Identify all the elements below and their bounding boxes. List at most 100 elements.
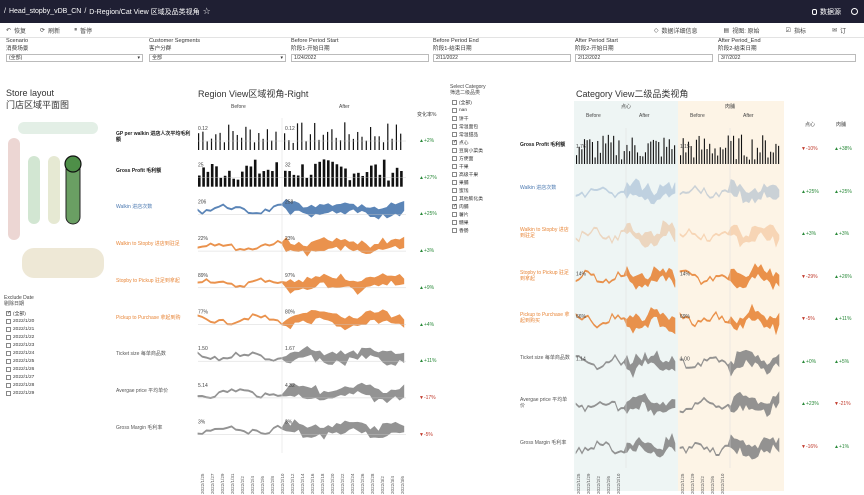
filter-after-start[interactable]: After Period Start 阶段2-开始日期 2/12/2022: [575, 38, 713, 62]
bar-mark: [711, 153, 713, 164]
refresh-button[interactable]: ⟳ 刷新: [40, 26, 60, 35]
checkbox[interactable]: [452, 171, 457, 177]
checkbox[interactable]: [6, 366, 11, 372]
category-filter-item[interactable]: 香肠: [452, 226, 512, 234]
category-filter-item[interactable]: 常温甜品: [452, 130, 512, 138]
checkbox[interactable]: [6, 350, 11, 356]
exclude-date-item[interactable]: 2022/1/25: [6, 357, 96, 365]
exclude-date-item[interactable]: 2022/1/28: [6, 381, 96, 389]
category-filter-item[interactable]: 高级干果: [452, 170, 512, 178]
checkbox[interactable]: [452, 219, 457, 225]
before-value-label: 206: [198, 199, 207, 205]
bar-mark: [680, 155, 682, 164]
date-input[interactable]: 2/12/2022: [575, 54, 713, 62]
pause-button[interactable]: ⏸ 暂停: [74, 26, 92, 35]
search-icon[interactable]: [851, 8, 858, 15]
undo-button[interactable]: ↶ 恢复: [6, 26, 26, 35]
zone-top[interactable]: [18, 122, 98, 134]
series-band: [575, 393, 676, 416]
checkbox[interactable]: [452, 179, 457, 185]
metrics-button[interactable]: ☑ 指标: [786, 26, 806, 35]
checkbox[interactable]: [452, 107, 457, 113]
checkbox[interactable]: [452, 147, 457, 153]
checkbox[interactable]: [452, 203, 457, 209]
checkbox[interactable]: [452, 227, 457, 233]
zone-aisle-2[interactable]: [48, 156, 60, 224]
checkbox[interactable]: [6, 342, 11, 348]
region-after-header: After: [339, 104, 350, 110]
checkbox[interactable]: [452, 195, 457, 201]
subscribe-button[interactable]: ✉ 订: [832, 26, 846, 35]
date-tick-label: 2022/3/4: [390, 476, 395, 494]
filter-after-end[interactable]: After Period_End 阶段2-结束日期 3/7/2022: [718, 38, 856, 62]
series-band: [575, 433, 676, 458]
exclude-date-item[interactable]: 2022/1/22: [6, 333, 96, 341]
checkbox[interactable]: [452, 187, 457, 193]
checkbox[interactable]: [452, 123, 457, 129]
zone-left[interactable]: [8, 138, 20, 240]
checkbox[interactable]: [6, 390, 11, 396]
view-original-button[interactable]: ▤ 视图: 原始: [724, 26, 760, 35]
filter-scenario[interactable]: Scenario 消费场景 (全部) ▾: [6, 38, 143, 62]
bar-mark: [738, 138, 740, 164]
category-filter-item[interactable]: 蜜饯: [452, 186, 512, 194]
exclude-date-item[interactable]: 2022/1/24: [6, 349, 96, 357]
filter-before-start[interactable]: Before Period Start 阶段1-开始日期 1/24/2022: [291, 38, 429, 62]
checkbox[interactable]: [6, 358, 11, 364]
data-details-button[interactable]: ◇ 数据详细信息: [654, 26, 698, 35]
filter-dropdown[interactable]: 全部 ▾: [149, 54, 286, 62]
zone-aisle-1[interactable]: [28, 156, 40, 224]
filter-before-end[interactable]: Before Period End 阶段1-结束日期 2/11/2022: [433, 38, 571, 62]
cat1-value-label: 1.76: [576, 144, 586, 150]
exclude-date-item[interactable]: 2022/1/20: [6, 317, 96, 325]
zone-bottom[interactable]: [22, 248, 104, 278]
checkbox[interactable]: [6, 310, 11, 316]
category-filter-item[interactable]: 常温面包: [452, 122, 512, 130]
date-tick-label: 2022/2/10: [280, 473, 285, 494]
exclude-date-item[interactable]: 2022/1/27: [6, 373, 96, 381]
checkbox[interactable]: [452, 115, 457, 121]
category-filter-item[interactable]: 其他膨化类: [452, 194, 512, 202]
category-filter-item[interactable]: 饼干: [452, 114, 512, 122]
checkbox[interactable]: [6, 326, 11, 332]
checkbox[interactable]: [6, 318, 11, 324]
date-input[interactable]: 1/24/2022: [291, 54, 429, 62]
checkbox[interactable]: [452, 211, 457, 217]
exclude-date-item[interactable]: 2022/1/29: [6, 389, 96, 397]
bar-mark: [258, 173, 261, 187]
checkbox[interactable]: [6, 382, 11, 388]
checkbox[interactable]: [6, 334, 11, 340]
zone-marker[interactable]: [64, 155, 82, 173]
category-filter-item[interactable]: 果脯: [452, 178, 512, 186]
bar-mark: [687, 141, 690, 164]
category-filter-item[interactable]: 豆腐小菜类: [452, 146, 512, 154]
checkbox[interactable]: [6, 374, 11, 380]
category-filter-item[interactable]: 干果: [452, 162, 512, 170]
category-filter-item[interactable]: 糖果: [452, 218, 512, 226]
checkbox[interactable]: [452, 131, 457, 137]
category-filter-item[interactable]: (全部): [452, 98, 512, 106]
filter-segments[interactable]: Customer Segments 客户分群 全部 ▾: [149, 38, 286, 62]
filter-dropdown[interactable]: (全部) ▾: [6, 54, 143, 62]
checkbox[interactable]: [452, 155, 457, 161]
checkbox[interactable]: [452, 163, 457, 169]
checkbox[interactable]: [452, 99, 457, 105]
category-filter-item[interactable]: 点心: [452, 138, 512, 146]
bar-mark: [663, 137, 665, 164]
category-filter-item[interactable]: nan: [452, 106, 512, 114]
exclude-date-item[interactable]: 2022/1/21: [6, 325, 96, 333]
cat2-value-label: 69%: [680, 314, 691, 320]
exclude-date-item[interactable]: 2022/1/26: [6, 365, 96, 373]
breadcrumb-workbook[interactable]: Head_stopby_vDB_CN: [8, 8, 82, 15]
category-filter-item[interactable]: 肉脯: [452, 202, 512, 210]
date-input[interactable]: 3/7/2022: [718, 54, 856, 62]
favorite-star-icon[interactable]: ☆: [202, 6, 211, 16]
datasource-button[interactable]: 数据源: [812, 7, 841, 17]
date-input[interactable]: 2/11/2022: [433, 54, 571, 62]
checkbox[interactable]: [452, 139, 457, 145]
category-filter-item[interactable]: 薯片: [452, 210, 512, 218]
date-tick-label: 2022/1/25: [576, 473, 581, 494]
category-filter-item[interactable]: 方便面: [452, 154, 512, 162]
exclude-date-item[interactable]: 2022/1/23: [6, 341, 96, 349]
exclude-date-item[interactable]: (全部): [6, 309, 96, 317]
